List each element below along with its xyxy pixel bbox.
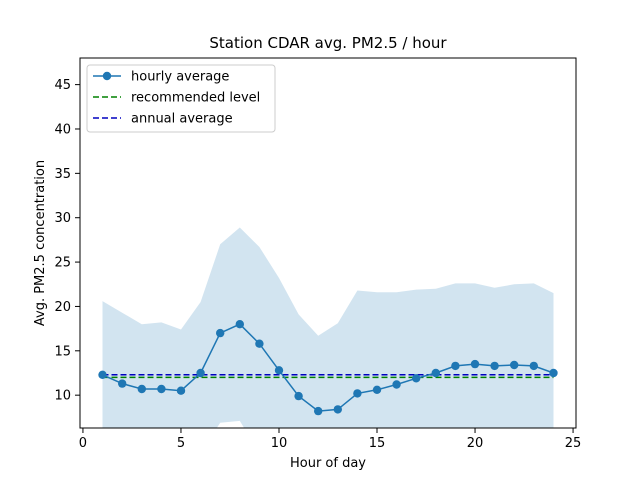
y-tick-label: 45 — [54, 78, 71, 93]
chart-title: Station CDAR avg. PM2.5 / hour — [209, 34, 447, 52]
data-point — [490, 361, 499, 371]
data-point — [451, 361, 460, 371]
y-tick-label: 30 — [54, 211, 71, 226]
x-tick-label: 25 — [565, 436, 582, 451]
y-tick-label: 15 — [54, 344, 71, 359]
x-tick-label: 5 — [177, 436, 185, 451]
data-point — [314, 406, 323, 416]
data-point — [431, 368, 440, 378]
data-point — [353, 389, 362, 398]
legend-label: annual average — [131, 112, 233, 127]
x-tick-label: 20 — [467, 436, 484, 451]
data-point — [157, 384, 166, 394]
data-point — [274, 366, 284, 375]
data-point — [372, 385, 382, 394]
y-tick-label: 10 — [54, 389, 71, 404]
data-point — [470, 359, 480, 369]
data-point — [529, 361, 538, 371]
data-point — [235, 320, 244, 329]
plot-area — [98, 227, 558, 428]
y-tick-label: 40 — [54, 122, 71, 137]
y-axis-label: Avg. PM2.5 concentration — [33, 160, 48, 326]
y-tick-label: 20 — [54, 300, 71, 315]
data-point — [510, 360, 519, 370]
data-point — [294, 391, 303, 401]
data-point — [412, 374, 421, 383]
data-point — [98, 370, 107, 379]
data-point — [255, 339, 264, 348]
x-tick-label: 10 — [271, 436, 288, 451]
data-point — [216, 328, 225, 338]
legend-label: hourly average — [131, 70, 229, 85]
y-axis: 10 15 20 25 30 35 40 45 — [54, 78, 80, 404]
x-axis: 0 5 10 15 20 25 — [79, 428, 582, 451]
y-tick-label: 35 — [54, 167, 71, 182]
data-point — [392, 380, 401, 389]
data-point — [333, 405, 342, 414]
data-point — [118, 379, 127, 388]
x-tick-label: 15 — [369, 436, 386, 451]
x-axis-label: Hour of day — [290, 456, 366, 471]
data-point — [176, 386, 186, 395]
y-tick-label: 25 — [54, 256, 71, 271]
variability-band — [102, 227, 554, 428]
data-point — [196, 368, 205, 378]
plot-frame — [79, 57, 577, 429]
data-point — [137, 384, 146, 394]
legend-marker — [102, 71, 112, 81]
legend-label: recommended level — [131, 91, 260, 106]
legend: hourly average recommended level annual av… — [86, 64, 276, 133]
data-point — [549, 368, 558, 378]
legend-box — [86, 64, 276, 133]
x-tick-label: 0 — [79, 436, 87, 451]
